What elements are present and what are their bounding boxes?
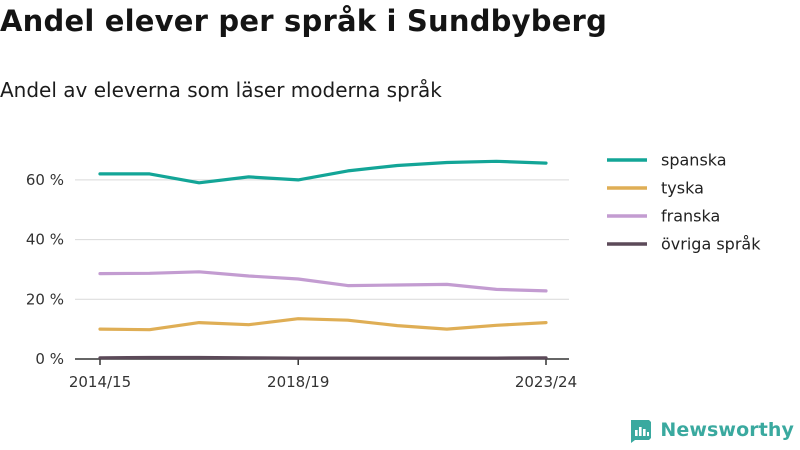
- y-tick-label: 40 %: [26, 231, 64, 249]
- legend-label: spanska: [661, 151, 727, 170]
- brand-name: Newsworthy: [660, 419, 794, 441]
- series-line-2: [98, 270, 548, 293]
- legend-label: tyska: [661, 179, 704, 198]
- newsworthy-logo-icon: [631, 420, 652, 443]
- grid-lines: [75, 179, 569, 300]
- legend: spanska tyska franska övriga språk: [607, 151, 761, 254]
- y-tick-label: 0 %: [35, 350, 64, 368]
- chart-title: Andel elever per språk i Sundbyberg: [0, 4, 608, 38]
- series-line-1: [98, 317, 548, 332]
- series-lines: [98, 159, 548, 360]
- y-tick-label: 60 %: [26, 171, 64, 189]
- legend-label: franska: [661, 207, 720, 226]
- y-tick-label: 20 %: [26, 290, 64, 308]
- brand-logo: Newsworthy: [628, 416, 794, 444]
- x-tick-label: 2018/19: [267, 373, 329, 391]
- x-tick-label: 2023/24: [515, 373, 577, 391]
- x-axis: 2014/15 2018/19 2023/24: [69, 358, 577, 391]
- x-tick-label: 2014/15: [69, 373, 131, 391]
- chart-subtitle: Andel av eleverna som läser moderna språ…: [0, 78, 442, 102]
- series-line-3: [98, 355, 548, 360]
- series-line-0: [98, 159, 548, 185]
- legend-label: övriga språk: [661, 235, 761, 254]
- y-axis-tick-labels: 0 % 20 % 40 % 60 %: [26, 171, 64, 368]
